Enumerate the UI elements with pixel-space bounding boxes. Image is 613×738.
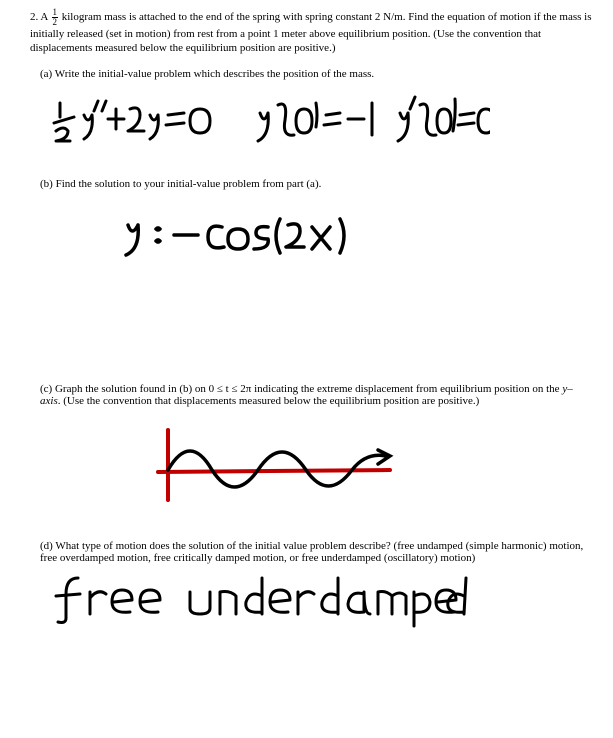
frac-den: 2 [52, 18, 59, 27]
part-c-text-1: Graph the solution found in (b) on 0 ≤ t… [55, 383, 560, 395]
handwriting-graph-c [150, 422, 593, 515]
handwriting-answer-d [50, 574, 593, 632]
fraction-half: 1 2 [52, 8, 59, 27]
part-b-label: (b) [40, 178, 53, 190]
problem-text-2: kilogram mass is attached to the end of … [30, 11, 592, 54]
handwriting-answer-a [50, 95, 593, 153]
handwriting-answer-b [120, 215, 593, 263]
part-d-text: What type of motion does the solution of… [40, 540, 583, 564]
part-c-label: (c) [40, 383, 52, 395]
x-axis [158, 470, 390, 472]
part-d-label: (d) [40, 540, 53, 552]
problem-number: 2. [30, 11, 38, 23]
problem-text-1: A [40, 11, 47, 23]
part-a-text: Write the initial-value problem which de… [55, 68, 374, 80]
part-c-text-2: . (Use the convention that displacements… [58, 395, 480, 407]
part-b-text: Find the solution to your initial-value … [56, 178, 322, 190]
part-a-label: (a) [40, 68, 52, 80]
